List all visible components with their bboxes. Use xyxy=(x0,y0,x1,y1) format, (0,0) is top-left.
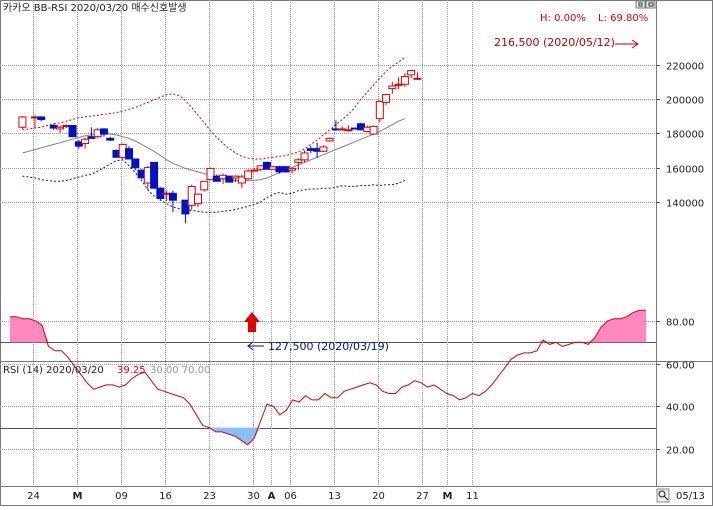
candle-up xyxy=(18,116,27,128)
rsi-line xyxy=(10,309,646,446)
rsi-current-value: 39.25 xyxy=(117,365,146,376)
date-tick-label: 13 xyxy=(328,491,341,502)
band-lower xyxy=(22,159,406,213)
candle-up xyxy=(200,180,209,191)
band-upper xyxy=(22,57,406,160)
candle-up xyxy=(237,176,246,184)
rsi-tick-label: 40.00 xyxy=(666,403,695,414)
candle-down xyxy=(131,158,140,169)
candle-down xyxy=(37,116,46,120)
candle-up xyxy=(300,152,309,161)
price-tick-label: 220000 xyxy=(666,62,704,73)
candle-up xyxy=(369,125,378,135)
candle-up xyxy=(244,170,253,180)
candle-down xyxy=(87,136,96,139)
date-tick-label: M xyxy=(443,491,453,502)
high-annotation-arrowhead xyxy=(631,39,639,49)
candle-up xyxy=(206,167,215,181)
candle-up xyxy=(288,167,297,171)
date-axis-labels: 24 M 09 16 23 30 A 06 13 20 27 M 11 xyxy=(27,491,479,502)
price-tick-label: 160000 xyxy=(666,165,704,176)
x-grid xyxy=(33,0,473,486)
high-percent-label: H: 0.00% xyxy=(540,13,586,24)
magnifier-handle xyxy=(663,495,669,501)
rsi-overbought-area xyxy=(10,310,646,343)
rsi-tick-label: 80.00 xyxy=(666,318,695,329)
date-tick-label: M xyxy=(73,491,83,502)
candle-down xyxy=(99,128,108,135)
price-tick-label: 180000 xyxy=(666,130,704,141)
high-annotation: 216,500 (2020/05/12) xyxy=(494,36,615,49)
candle-up xyxy=(388,85,397,90)
candle-up xyxy=(407,70,416,76)
low-annotation: 127,500 (2020/03/19) xyxy=(268,340,389,353)
candle-up xyxy=(375,100,384,120)
candle-up xyxy=(294,159,303,163)
price-axis-labels: 140000 160000 180000 200000 220000 xyxy=(666,62,704,210)
candle-down xyxy=(168,192,177,201)
date-tick-label: A xyxy=(268,491,276,502)
candle-up xyxy=(193,193,202,205)
candle-up xyxy=(81,138,90,145)
rsi-tick-label: 20.00 xyxy=(666,446,695,457)
price-grid xyxy=(0,65,660,203)
maximize-button[interactable] xyxy=(645,0,656,9)
date-tick-label: 30 xyxy=(247,491,260,502)
price-tick-label: 140000 xyxy=(666,199,704,210)
buy-signal-arrow xyxy=(244,312,260,332)
candle-up xyxy=(400,76,409,85)
candle-up xyxy=(344,129,353,132)
restore-button[interactable] xyxy=(635,0,646,9)
candle-down xyxy=(181,199,190,215)
candle-down xyxy=(150,161,159,189)
bollinger-bands xyxy=(22,57,406,213)
candle-up xyxy=(382,94,391,103)
date-tick-label: 20 xyxy=(372,491,385,502)
rsi-tick-label: 60.00 xyxy=(666,361,695,372)
candle-down xyxy=(225,175,234,183)
date-tick-label: 24 xyxy=(27,491,40,502)
date-tick-label: 23 xyxy=(203,491,216,502)
low-percent-label: L: 69.80% xyxy=(598,13,648,24)
price-tick-label: 200000 xyxy=(666,96,704,107)
date-tick-label: 06 xyxy=(284,491,297,502)
date-tick-label: 27 xyxy=(416,491,429,502)
rsi-level-values: 30.00 70.00 xyxy=(150,365,210,376)
candle-down xyxy=(106,137,115,141)
candle-down xyxy=(262,161,271,170)
rsi-grid xyxy=(0,321,660,450)
current-date-label: 05/13 xyxy=(676,491,705,502)
candlestick-series xyxy=(18,69,422,224)
magnifier-icon xyxy=(658,490,666,498)
low-annotation-arrowhead xyxy=(247,341,254,351)
rsi-axis-labels: 20.00 40.00 60.00 80.00 xyxy=(666,318,695,457)
date-tick-label: 09 xyxy=(115,491,128,502)
date-tick-label: 11 xyxy=(466,491,479,502)
candle-up xyxy=(56,126,65,130)
chart-title: 카카오 BB-RSI 2020/03/20 매수신호발생 xyxy=(3,2,187,14)
date-tick-label: 16 xyxy=(159,491,172,502)
candle-up xyxy=(413,77,422,80)
candle-up xyxy=(325,137,334,142)
rsi-oversold-area xyxy=(10,427,646,445)
restore-icon xyxy=(638,2,643,7)
rsi-title: RSI (14) 2020/03/20 xyxy=(3,365,104,376)
candle-down xyxy=(125,148,134,160)
candle-up xyxy=(319,146,328,152)
candle-up xyxy=(250,169,259,172)
candle-down xyxy=(68,125,77,138)
maximize-icon xyxy=(648,2,654,7)
rsi-series xyxy=(10,309,646,446)
candle-up xyxy=(394,83,403,86)
